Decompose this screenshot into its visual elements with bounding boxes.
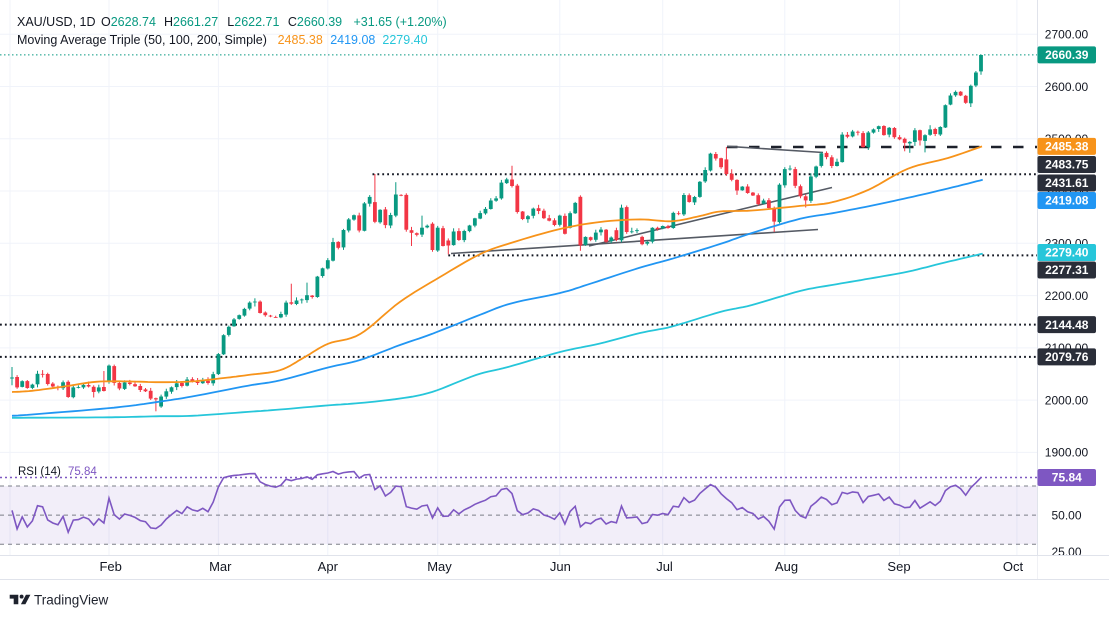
svg-text:2144.48: 2144.48: [1045, 318, 1089, 332]
svg-text:2279.40: 2279.40: [382, 33, 427, 47]
svg-text:2431.61: 2431.61: [1045, 176, 1089, 190]
svg-text:2485.38: 2485.38: [1045, 140, 1089, 154]
svg-text:2419.08: 2419.08: [1045, 194, 1089, 208]
svg-text:2483.75: 2483.75: [1045, 158, 1089, 172]
svg-text:2600.00: 2600.00: [1045, 80, 1089, 94]
svg-text:O2628.74: O2628.74: [101, 15, 156, 29]
svg-text:2277.31: 2277.31: [1045, 263, 1089, 277]
svg-text:Aug: Aug: [775, 559, 798, 574]
svg-text:Sep: Sep: [887, 559, 910, 574]
svg-text:75.84: 75.84: [1052, 471, 1082, 485]
svg-text:RSI (14): RSI (14): [18, 466, 61, 478]
svg-text:L2622.71: L2622.71: [227, 15, 279, 29]
svg-text:May: May: [427, 559, 452, 574]
svg-text:2419.08: 2419.08: [330, 33, 375, 47]
svg-text:Jun: Jun: [550, 559, 571, 574]
svg-text:2660.39: 2660.39: [1045, 48, 1089, 62]
svg-text:H2661.27: H2661.27: [164, 15, 218, 29]
svg-text:Feb: Feb: [99, 559, 121, 574]
svg-text:2700.00: 2700.00: [1045, 28, 1089, 42]
svg-text:Jul: Jul: [656, 559, 673, 574]
svg-text:Apr: Apr: [318, 559, 339, 574]
svg-text:2000.00: 2000.00: [1045, 393, 1089, 407]
svg-text:1900.00: 1900.00: [1045, 446, 1089, 460]
svg-text:25.00: 25.00: [1051, 545, 1081, 559]
svg-text:Oct: Oct: [1003, 559, 1024, 574]
svg-text:XAU/USD, 1D: XAU/USD, 1D: [17, 15, 96, 29]
svg-text:50.00: 50.00: [1051, 508, 1081, 522]
svg-text:TradingView: TradingView: [34, 592, 109, 607]
svg-text:2485.38: 2485.38: [278, 33, 323, 47]
svg-text:Mar: Mar: [209, 559, 232, 574]
svg-text:75.84: 75.84: [68, 466, 97, 478]
svg-text:2279.40: 2279.40: [1045, 246, 1089, 260]
svg-text:2079.76: 2079.76: [1045, 350, 1089, 364]
svg-text:C2660.39: C2660.39: [288, 15, 342, 29]
svg-text:Moving Average Triple (50, 100: Moving Average Triple (50, 100, 200, Sim…: [17, 33, 267, 47]
svg-text:2200.00: 2200.00: [1045, 289, 1089, 303]
svg-text:+31.65 (+1.20%): +31.65 (+1.20%): [354, 15, 447, 29]
